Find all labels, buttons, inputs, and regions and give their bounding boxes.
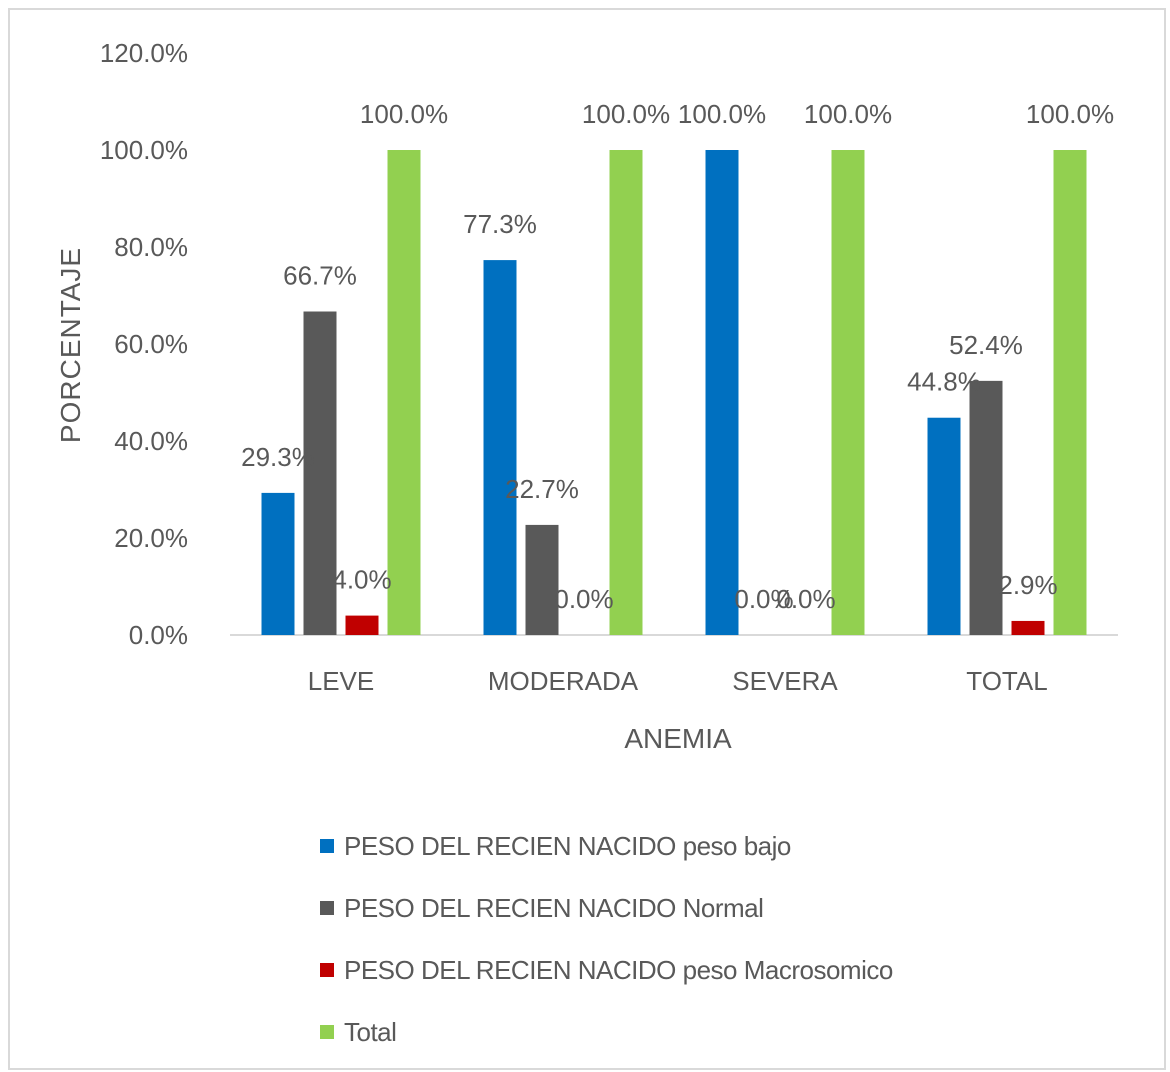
y-axis-title: PORCENTAJE	[55, 247, 86, 443]
legend-item: PESO DEL RECIEN NACIDO Normal	[320, 877, 893, 939]
legend-swatch	[320, 963, 334, 977]
bar-value-label: 66.7%	[283, 261, 357, 291]
legend-swatch	[320, 901, 334, 915]
y-tick-label: 100.0%	[100, 135, 188, 165]
bar-value-label: 0.0%	[554, 584, 613, 614]
legend-label: PESO DEL RECIEN NACIDO peso bajo	[344, 830, 791, 861]
x-tick-label: SEVERA	[732, 666, 838, 696]
x-axis-title: ANEMIA	[624, 723, 732, 754]
y-tick-label: 60.0%	[114, 329, 188, 359]
legend-item: PESO DEL RECIEN NACIDO peso Macrosomico	[320, 939, 893, 1001]
legend-swatch	[320, 839, 334, 853]
x-axis-ticks: LEVE MODERADA SEVERA TOTAL	[308, 666, 1048, 696]
bar	[483, 260, 517, 635]
legend-swatch	[320, 1025, 334, 1039]
bars	[261, 150, 1087, 635]
y-axis-ticks: 0.0% 20.0% 40.0% 60.0% 80.0% 100.0% 120.0%	[100, 38, 188, 650]
bar-value-label: 2.9%	[998, 570, 1057, 600]
bar-value-label: 77.3%	[463, 209, 537, 239]
legend-item: Total	[320, 1001, 893, 1063]
legend-label: PESO DEL RECIEN NACIDO Normal	[344, 892, 764, 923]
bar	[705, 150, 739, 635]
bar-value-label: 29.3%	[241, 442, 315, 472]
bar	[831, 150, 865, 635]
y-tick-label: 20.0%	[114, 523, 188, 553]
y-tick-label: 120.0%	[100, 38, 188, 68]
y-tick-label: 80.0%	[114, 232, 188, 262]
bar-value-label: 52.4%	[949, 330, 1023, 360]
bar	[525, 524, 559, 635]
bar-value-label: 22.7%	[505, 474, 579, 504]
bar	[387, 150, 421, 635]
x-tick-label: MODERADA	[488, 666, 639, 696]
bar	[345, 615, 379, 635]
legend: PESO DEL RECIEN NACIDO peso bajo PESO DEL…	[320, 815, 893, 1063]
bar-value-label: 100.0%	[678, 99, 766, 129]
bar	[261, 492, 295, 635]
bar	[969, 380, 1003, 635]
bar	[303, 311, 337, 635]
legend-label: PESO DEL RECIEN NACIDO peso Macrosomico	[344, 954, 893, 985]
legend-label: Total	[344, 1016, 397, 1047]
bar-value-label: 100.0%	[360, 99, 448, 129]
bar	[1011, 620, 1045, 635]
x-tick-label: TOTAL	[966, 666, 1047, 696]
x-tick-label: LEVE	[308, 666, 375, 696]
bar-value-label: 0.0%	[734, 584, 793, 614]
bar	[609, 150, 643, 635]
legend-item: PESO DEL RECIEN NACIDO peso bajo	[320, 815, 893, 877]
bar-value-label: 0.0%	[776, 584, 835, 614]
bar-value-label: 100.0%	[582, 99, 670, 129]
bar-value-label: 44.8%	[907, 367, 981, 397]
bar-value-label: 100.0%	[804, 99, 892, 129]
data-labels: 29.3% 66.7% 4.0% 100.0% 77.3% 22.7% 0.0% 100.0%…	[241, 99, 1114, 614]
y-tick-label: 0.0%	[129, 620, 188, 650]
bar-value-label: 4.0%	[332, 565, 391, 595]
chart-frame	[8, 8, 1166, 1070]
bar-value-label: 100.0%	[1026, 99, 1114, 129]
bar	[927, 417, 961, 635]
bar	[1053, 150, 1087, 635]
y-tick-label: 40.0%	[114, 426, 188, 456]
